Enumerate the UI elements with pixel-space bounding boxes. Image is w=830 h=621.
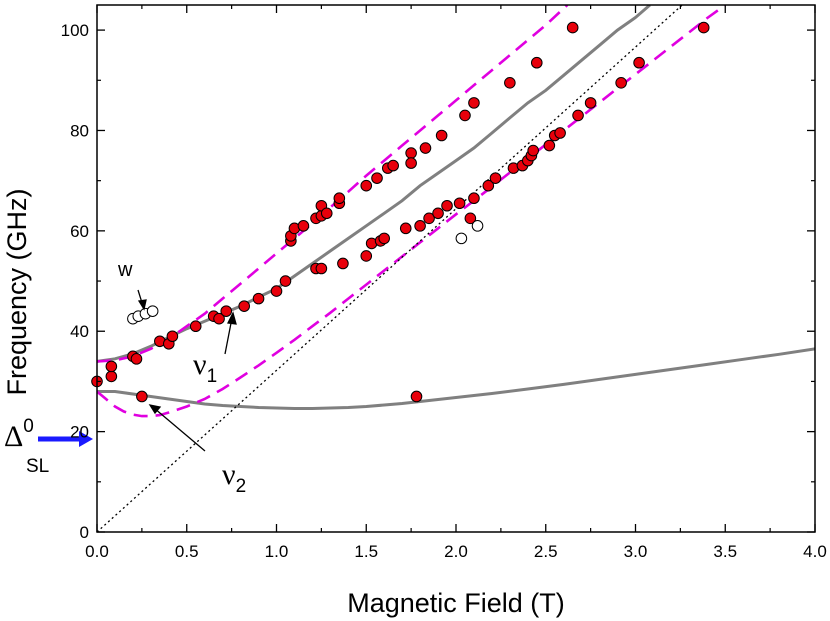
- x-tick-label: 2.5: [534, 542, 558, 561]
- data-point: [220, 305, 233, 317]
- data-point: [315, 262, 328, 275]
- nu1-arrowhead: [227, 311, 237, 325]
- solid-curve: [97, 347, 815, 410]
- data-point: [554, 127, 566, 139]
- x-tick-label: 2.0: [444, 542, 468, 561]
- delta-superscript: 0: [23, 416, 34, 437]
- data-point: [697, 21, 710, 34]
- y-tick-label: 40: [70, 322, 89, 341]
- x-tick-label: 0.0: [85, 542, 109, 561]
- data-point: [482, 179, 495, 192]
- dashed-curve: [97, 5, 727, 418]
- data-point: [441, 199, 453, 212]
- data-point: [432, 207, 444, 220]
- nu2-arrow: [153, 407, 206, 452]
- series-layer: [97, 5, 815, 532]
- data-point: [530, 56, 543, 69]
- data-point: [527, 144, 539, 157]
- data-point: [238, 300, 250, 312]
- data-point: [633, 56, 645, 69]
- data-point: [419, 142, 432, 154]
- x-axis-title: Magnetic Field (T): [347, 588, 565, 618]
- w-arrowhead: [137, 299, 147, 311]
- x-tick-label: 0.5: [175, 542, 199, 561]
- y-tick-label: 60: [70, 222, 89, 241]
- data-point: [468, 192, 480, 205]
- data-point: [189, 320, 202, 333]
- data-point: [213, 312, 225, 325]
- solid-curve: [97, 5, 651, 363]
- data-point: [459, 109, 471, 122]
- data-point: [405, 147, 417, 159]
- data-point: [399, 222, 412, 235]
- data-point: [387, 159, 399, 172]
- data-point: [543, 139, 556, 152]
- data-point: [435, 129, 448, 142]
- data-point: [584, 97, 597, 109]
- annotation-nu1: ν1: [193, 348, 217, 387]
- data-point: [105, 370, 118, 383]
- open-data-point: [146, 305, 159, 317]
- data-point: [252, 292, 265, 305]
- data-point: [297, 220, 310, 232]
- delta-symbol: Δ: [4, 420, 23, 453]
- open-data-point: [471, 220, 484, 232]
- data-point: [410, 390, 423, 403]
- data-point: [414, 220, 426, 232]
- y-tick-label: 80: [70, 121, 89, 140]
- data-point: [423, 212, 435, 225]
- nu2-symbol: ν: [222, 458, 236, 491]
- annotation-arrows: [137, 289, 237, 452]
- dashed-curve: [97, 5, 569, 363]
- annotation-w: w: [117, 259, 133, 281]
- data-point: [360, 250, 373, 262]
- y-axis-title: Frequency (GHz): [2, 188, 32, 395]
- data-point: [320, 207, 333, 220]
- marker-layer: [91, 21, 710, 403]
- dotted-line: [97, 5, 683, 532]
- data-point: [105, 360, 118, 373]
- open-data-point: [455, 232, 468, 245]
- data-point: [130, 353, 143, 365]
- x-tick-label: 1.0: [265, 542, 289, 561]
- annotation-nu2: ν2: [222, 458, 246, 497]
- data-point: [615, 76, 627, 89]
- data-point: [453, 197, 466, 210]
- ticks-layer: 0.0 0.5 1.0 1.5 2.0 2.5 3.0 3.5 4.0 0 20 40 60 80 100: [61, 5, 827, 561]
- y-tick-label: 100: [61, 21, 89, 40]
- nu1-symbol: ν: [193, 348, 207, 381]
- x-tick-label: 4.0: [803, 542, 827, 561]
- x-tick-label: 1.5: [354, 542, 378, 561]
- data-point: [572, 109, 584, 122]
- plot-frame: [96, 4, 816, 533]
- x-tick-label: 3.5: [713, 542, 737, 561]
- delta-subscript: SL: [26, 456, 49, 477]
- x-tick-label: 3.0: [624, 542, 648, 561]
- nu2-subscript: 2: [236, 476, 247, 497]
- y-tick-label: 20: [70, 423, 89, 442]
- y-tick-label: 0: [80, 523, 89, 542]
- data-point: [360, 179, 373, 192]
- data-point: [371, 172, 383, 184]
- nu1-subscript: 1: [207, 366, 218, 387]
- delta-arrow: [38, 431, 93, 447]
- data-point: [270, 285, 283, 297]
- data-point: [464, 212, 477, 225]
- data-point: [337, 257, 349, 270]
- data-point: [333, 192, 346, 205]
- nu2-arrowhead: [148, 404, 162, 415]
- data-point: [489, 172, 502, 184]
- data-point: [468, 97, 480, 109]
- annotation-delta: Δ0: [4, 416, 34, 453]
- data-point: [405, 157, 417, 169]
- data-point: [504, 76, 516, 89]
- data-point: [566, 21, 579, 34]
- data-point: [136, 390, 148, 403]
- data-point: [279, 275, 292, 287]
- data-point: [378, 232, 391, 245]
- data-point: [166, 330, 179, 343]
